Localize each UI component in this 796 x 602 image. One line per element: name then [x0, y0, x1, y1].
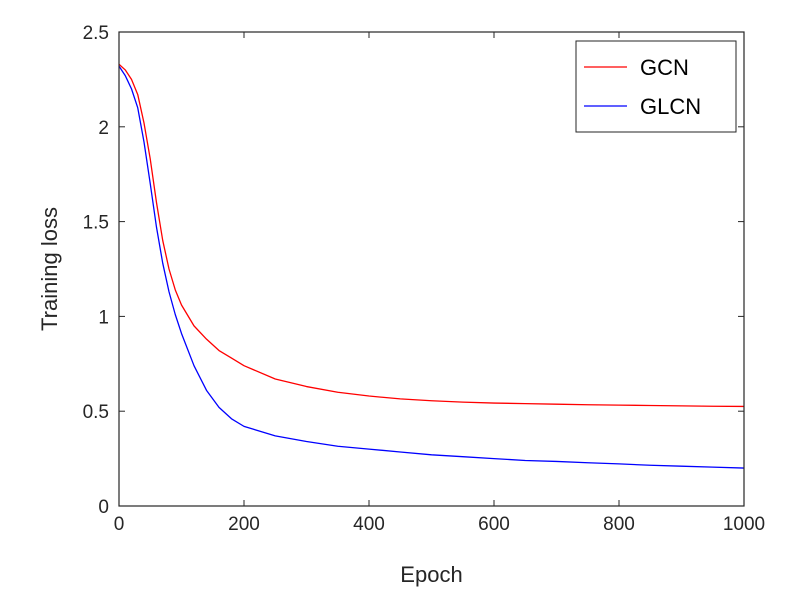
y-tick-label: 0 — [98, 497, 109, 518]
x-tick-label: 400 — [353, 514, 385, 535]
x-tick-label: 1000 — [723, 514, 765, 535]
x-tick-label: 600 — [478, 514, 510, 535]
series-line-glcn — [118, 65, 745, 469]
y-axis-title: Training loss — [37, 207, 62, 331]
x-axis: 0 200 400 600 800 1000 — [114, 32, 765, 535]
y-tick-label: 1.5 — [83, 213, 109, 234]
legend-box — [575, 40, 737, 133]
y-tick-label: 2 — [98, 118, 109, 139]
y-tick-label: 2.5 — [83, 23, 109, 44]
legend: GCN GLCN — [575, 40, 737, 133]
x-tick-label: 200 — [228, 514, 260, 535]
series-line-gcn — [118, 63, 745, 408]
x-tick-label: 0 — [114, 514, 125, 535]
plot-frame — [118, 31, 745, 507]
x-tick-label: 800 — [603, 514, 635, 535]
legend-label-gcn: GCN — [640, 55, 689, 80]
y-tick-label: 0.5 — [83, 402, 109, 423]
legend-label-glcn: GLCN — [640, 94, 701, 119]
y-tick-label: 1 — [98, 307, 109, 328]
x-axis-title: Epoch — [400, 562, 462, 587]
y-axis: 0 0.5 1 1.5 2 2.5 — [83, 23, 744, 518]
series-layer — [118, 63, 745, 469]
